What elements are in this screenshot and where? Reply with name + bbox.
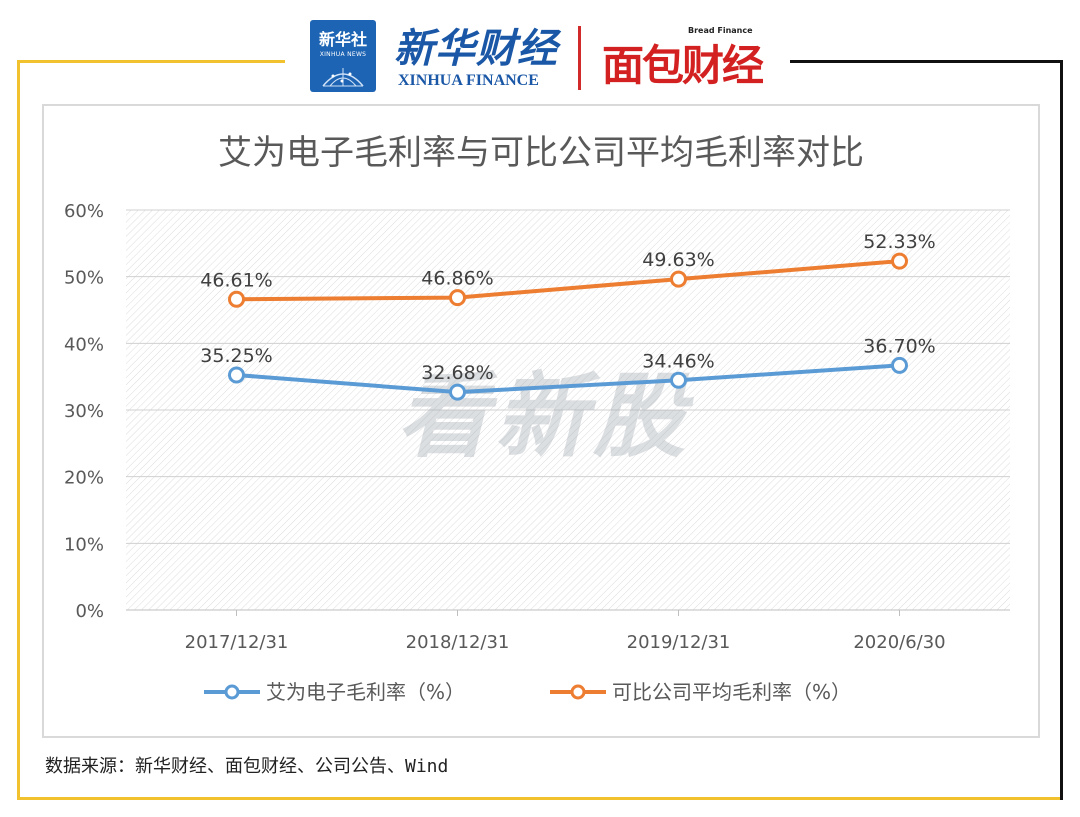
data-label: 32.68%	[421, 362, 493, 384]
y-tick-label: 30%	[64, 401, 104, 422]
x-tick-label: 2017/12/31	[185, 632, 289, 653]
data-label: 52.33%	[863, 231, 935, 253]
data-label: 46.86%	[421, 268, 493, 290]
xinhua-badge-cn: 新华社	[318, 30, 367, 49]
data-point	[891, 356, 908, 374]
y-tick-label: 0%	[75, 601, 104, 622]
data-label: 35.25%	[200, 345, 272, 367]
x-tick-label: 2019/12/31	[627, 632, 731, 653]
line-chart: 艾为电子毛利率与可比公司平均毛利率对比 0% 10% 20% 30% 40% 50% 60%…	[64, 133, 1010, 704]
y-tick-label: 50%	[64, 268, 104, 289]
frame-bottom-line	[17, 797, 1063, 800]
xinhua-news-logo: 新华社 XINHUA NEWS	[310, 20, 376, 92]
data-point	[670, 371, 687, 389]
series-line	[236, 259, 900, 302]
data-point	[449, 289, 466, 307]
frame-top-left-line	[17, 60, 285, 63]
data-point	[449, 383, 466, 401]
legend-label: 艾为电子毛利率（%）	[266, 680, 465, 704]
x-tick-label: 2020/6/30	[853, 632, 945, 653]
frame-top-right-line	[790, 60, 1063, 63]
bread-finance-en: Bread Finance	[688, 26, 753, 35]
globe-icon	[322, 68, 364, 87]
frame-right-line	[1060, 60, 1063, 800]
data-point	[891, 252, 908, 270]
frame-left-line	[17, 60, 20, 800]
data-label: 36.70%	[863, 335, 935, 357]
series-line	[236, 363, 900, 395]
data-label: 46.61%	[200, 269, 272, 291]
legend-label: 可比公司平均毛利率（%）	[612, 680, 851, 704]
y-tick-label: 10%	[64, 534, 104, 555]
y-tick-label: 60%	[64, 201, 104, 222]
xinhua-badge-en: XINHUA NEWS	[319, 51, 367, 58]
y-tick-label: 40%	[64, 334, 104, 355]
data-point	[228, 290, 245, 308]
data-label: 34.46%	[642, 350, 714, 372]
chart-container: 艾为电子毛利率与可比公司平均毛利率对比 0% 10% 20% 30% 40% 50% 60%…	[42, 104, 1040, 738]
xinhua-finance-en: XINHUA FINANCE	[398, 72, 539, 89]
y-tick-label: 20%	[64, 468, 104, 489]
legend-marker	[570, 684, 586, 700]
x-tick-label: 2018/12/31	[406, 632, 510, 653]
data-point	[228, 366, 245, 384]
grid-lines	[126, 209, 1010, 611]
series-lines: 35.25% 32.68% 34.46% 36.70% 46.61% 46.86% 49.6…	[200, 231, 936, 401]
xinhua-finance-logo-text: 新华财经	[394, 25, 558, 72]
logo-divider	[578, 26, 581, 90]
legend-marker	[224, 684, 240, 700]
x-axis-ticks: 2017/12/31 2018/12/31 2019/12/31 2020/6/30	[185, 610, 946, 653]
bread-finance-logo-text: 面包财经	[602, 41, 764, 90]
legend: 艾为电子毛利率（%） 可比公司平均毛利率（%）	[204, 680, 851, 704]
chart-title: 艾为电子毛利率与可比公司平均毛利率对比	[218, 133, 864, 173]
data-label: 49.63%	[642, 249, 714, 271]
y-axis-ticks: 0% 10% 20% 30% 40% 50% 60%	[64, 201, 104, 622]
header-logos: 新华社 XINHUA NEWS 新华财经 XINHUA FINANCE Brea…	[310, 14, 780, 94]
source-note: 数据来源：新华财经、面包财经、公司公告、Wind	[45, 756, 449, 777]
data-point	[670, 270, 687, 288]
